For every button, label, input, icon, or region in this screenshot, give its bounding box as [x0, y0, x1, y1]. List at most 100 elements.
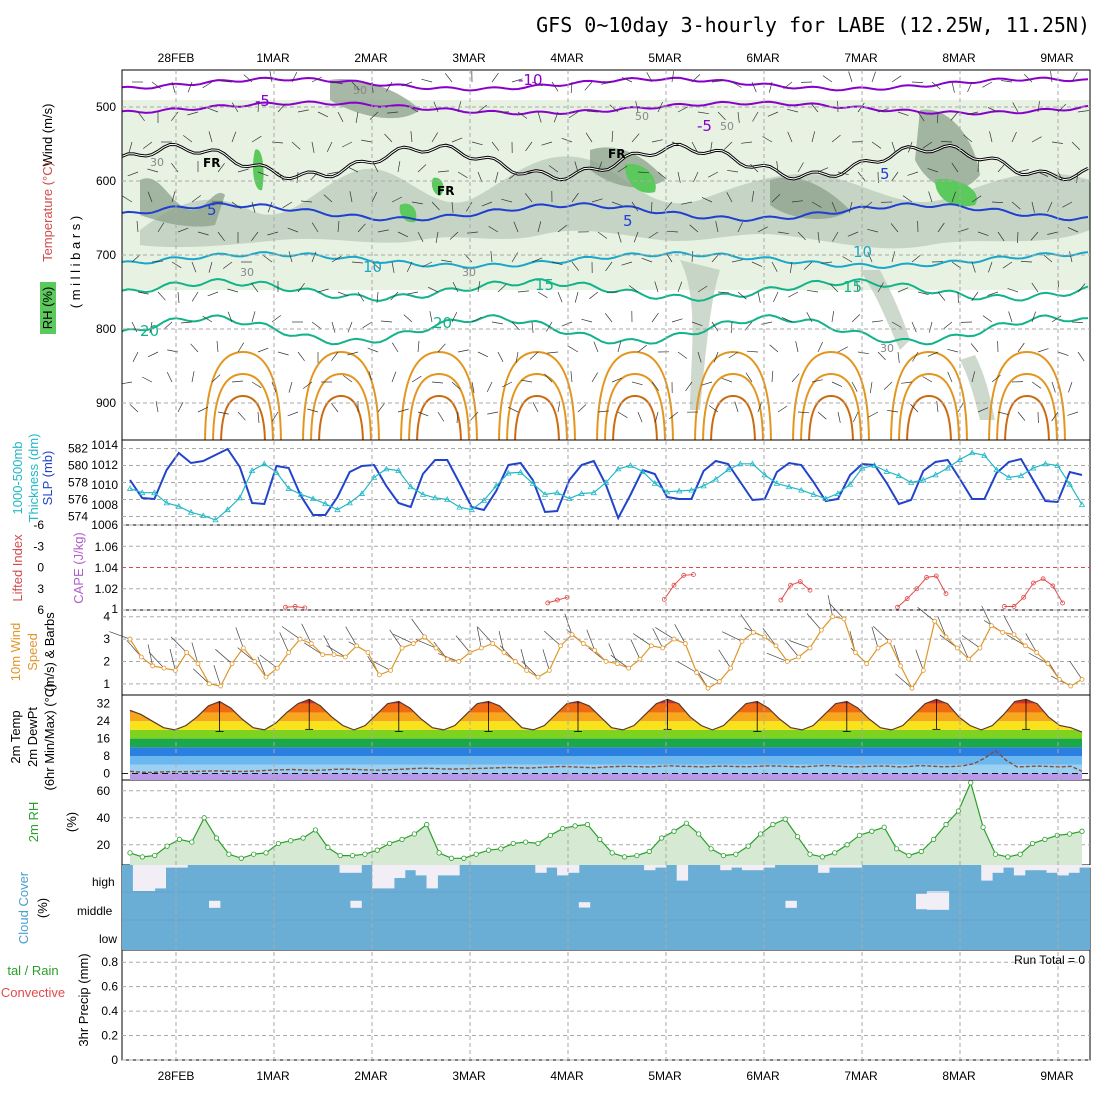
upper-wind-barb [531, 257, 543, 263]
thickness-marker [651, 480, 658, 486]
upper-wind-barb [251, 381, 262, 389]
rh-marker [411, 831, 417, 837]
upper-wind-barb [711, 80, 723, 83]
upper-wind-barb [507, 406, 519, 413]
upper-wind-barb [391, 342, 399, 353]
upper-wind-barb [323, 194, 333, 203]
upper-wind-barb [300, 200, 313, 203]
upper-wind-barb [191, 291, 199, 302]
upper-wind-barb [417, 231, 424, 242]
upper-wind-barb [277, 351, 289, 356]
run-total-text: Run Total = 0 [1014, 953, 1085, 967]
upper-wind-barb [891, 171, 899, 182]
upper-wind-barb [231, 380, 244, 383]
upper-wind-barb [155, 401, 159, 413]
temp-contour-arch [212, 372, 274, 440]
rh-marker [782, 816, 788, 822]
upper-wind-barb [726, 192, 733, 203]
thickness-marker [261, 460, 268, 467]
upper-wind-barb [171, 81, 176, 93]
top-date-label: 2MAR [354, 51, 388, 65]
upper-wind-barb [666, 230, 679, 233]
upper-wind-barb [715, 221, 719, 233]
upper-wind-barb [691, 250, 694, 263]
temp-contour-arch [792, 350, 870, 440]
wind-speed-marker [807, 645, 813, 651]
upper-wind-barb [783, 81, 793, 90]
upper-wind-barb [337, 220, 340, 233]
thickness-marker [785, 483, 793, 490]
upper-wind-barb [187, 81, 193, 93]
thickness-marker [1042, 460, 1049, 467]
upper-wind-barb [171, 261, 182, 269]
upper-wind-barb [207, 107, 219, 113]
thickness-marker [431, 494, 439, 501]
rh-marker [1067, 831, 1073, 837]
bottom-date-label: 8MAR [942, 1069, 976, 1083]
upper-wind-barb [795, 341, 799, 353]
lifted-index-marker [1050, 583, 1056, 589]
upper-wind-barb [891, 251, 896, 263]
upper-wind-barb [502, 381, 513, 388]
upper-wind-barb [631, 381, 643, 386]
contour-label-gray-6: 50 [635, 110, 649, 123]
upper-wind-barb [532, 402, 539, 413]
upper-wind-barb [797, 411, 810, 414]
upper-wind-barb [137, 291, 149, 295]
upper-wind-barb [731, 259, 743, 263]
bottom-date-label: 5MAR [648, 1069, 682, 1083]
upper-wind-barb [877, 108, 889, 113]
thickness-marker [236, 494, 244, 501]
wind-speed-marker [150, 663, 156, 669]
thickness-marker [1005, 474, 1012, 480]
upper-wind-barb [581, 318, 593, 323]
upper-wind-barb [271, 315, 282, 323]
pressure-tick-label: 800 [96, 322, 116, 336]
lifted-index-line [285, 605, 305, 609]
upper-wind-barb [1057, 171, 1064, 182]
contour-label-purple-2: -5 [255, 92, 270, 110]
upper-wind-barb [237, 411, 246, 421]
cloud-middle-bar [915, 893, 928, 910]
upper-wind-barb [222, 261, 233, 269]
upper-wind-barb [741, 141, 753, 144]
upper-wind-barb [197, 231, 209, 236]
upper-wind-barb [776, 161, 779, 173]
upper-wind-barb [697, 111, 709, 115]
upper-wind-barb [317, 288, 329, 293]
lifted-index-marker [1021, 594, 1027, 600]
upper-wind-barb [297, 351, 305, 362]
upper-wind-barb [1051, 381, 1056, 393]
upper-wind-barb [641, 257, 653, 263]
thickness-marker [993, 466, 1000, 473]
thickness-marker [126, 485, 134, 491]
upper-wind-barb [387, 111, 399, 114]
thickness-marker [920, 476, 927, 483]
thickness-marker [212, 516, 219, 523]
precip-tick-label: 0.4 [101, 1004, 118, 1018]
upper-wind-barb [331, 321, 336, 333]
wind-speed-marker [252, 659, 258, 664]
upper-wind-barb [708, 405, 719, 413]
cloud-high-bar [1046, 865, 1058, 873]
rh-marker [708, 846, 714, 852]
upper-wind-barb [451, 311, 458, 323]
upper-wind-barb [517, 111, 528, 119]
upper-wind-barb [646, 72, 653, 83]
upper-wind-barb [357, 291, 365, 302]
upper-wind-barb [1017, 342, 1025, 353]
thickness-marker [700, 482, 707, 489]
temp-contour-arch [318, 394, 364, 440]
thickness-marker [578, 490, 585, 496]
wind-barb [520, 649, 528, 671]
upper-wind-barb [731, 81, 742, 88]
precip-label-c: 3hr Precip (mm) [76, 953, 91, 1046]
wind10-label-a: 10m Wind [8, 623, 23, 682]
upper-wind-barb [546, 321, 553, 332]
upper-wind-barb [830, 283, 839, 293]
rh-marker [448, 855, 455, 861]
upper-wind-barb [449, 231, 459, 240]
upper-wind-barb [457, 171, 468, 178]
upper-wind-barb [768, 81, 773, 93]
upper-wind-barb [1031, 201, 1035, 213]
